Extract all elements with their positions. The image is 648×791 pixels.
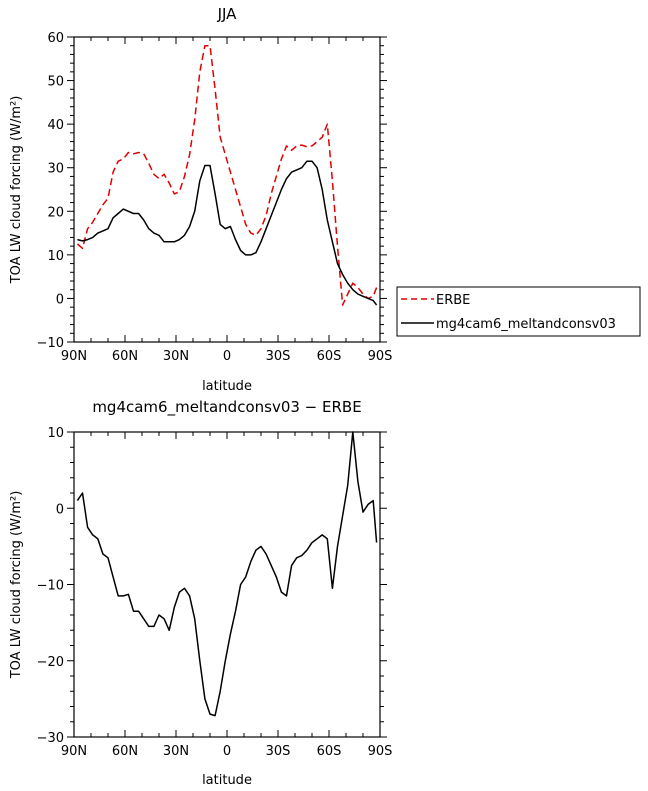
- top-chart-title: JJA: [217, 5, 238, 23]
- bottom-chart-y-tick-label: −30: [37, 731, 64, 746]
- top-chart-y-tick-label: 30: [47, 162, 64, 177]
- top-chart-panel: JJA 90N 60N 30N 0 30S 60S 90S−100102030405060 …: [9, 5, 392, 394]
- top-chart-y-tick-label: 0: [56, 292, 64, 307]
- bottom-chart-x-tick-label: 0: [223, 744, 231, 759]
- bottom-chart-x-tick-label: 90S: [368, 744, 393, 759]
- top-chart-series-line-1: [76, 44, 378, 306]
- legend-label-model: mg4cam6_meltandconsv03: [436, 317, 616, 332]
- bottom-chart-x-tick-label: 60N: [112, 744, 138, 759]
- bottom-chart-x-tick-label: 30N: [163, 744, 189, 759]
- bottom-chart-panel: mg4cam6_meltandconsv03 − ERBE 90N 60N 30N 0…: [9, 398, 392, 788]
- bottom-chart-x-tick-label: 60S: [317, 744, 342, 759]
- bottom-chart-x-tick-label: 90N: [61, 744, 87, 759]
- top-chart-plot-frame: [73, 36, 381, 343]
- bottom-chart-x-axis-title: latitude: [202, 773, 252, 788]
- top-chart-x-tick-label: 90S: [368, 349, 393, 364]
- legend: ERBE mg4cam6_meltandconsv03: [396, 286, 641, 337]
- top-chart-y-tick-label: 10: [47, 249, 64, 264]
- top-chart-ticks-layer: 90N 60N 30N 0 30S 60S 90S −10 0 10 20 30 40 50 60: [37, 31, 393, 364]
- top-chart-x-tick-label: 30N: [163, 349, 189, 364]
- top-chart-y-tick-label: 60: [47, 31, 64, 46]
- bottom-chart-y-tick-label: −10: [37, 579, 64, 594]
- top-chart-y-tick-label: 20: [47, 205, 64, 220]
- top-chart-series-layer: [76, 44, 378, 306]
- bottom-chart-series-line-1: [76, 431, 378, 717]
- top-chart-x-tick-label: 0: [223, 349, 231, 364]
- legend-box: [396, 286, 641, 337]
- top-chart-x-tick-label: 30S: [266, 349, 291, 364]
- bottom-chart-y-tick-label: 0: [56, 502, 64, 517]
- bottom-chart-title: mg4cam6_meltandconsv03 − ERBE: [92, 398, 361, 417]
- top-chart-series-line-2: [77, 160, 378, 306]
- bottom-chart-x-tick-label: 30S: [266, 744, 291, 759]
- top-chart-y-axis-title: TOA LW cloud forcing (W/m²): [9, 96, 24, 285]
- top-chart-y-tick-label: −10: [37, 336, 64, 351]
- bottom-chart-plot-frame: [73, 431, 381, 738]
- top-chart-x-tick-label: 60N: [112, 349, 138, 364]
- legend-label-erbe: ERBE: [436, 293, 470, 308]
- top-chart-x-axis-title: latitude: [202, 379, 252, 394]
- top-chart-x-tick-label: 60S: [317, 349, 342, 364]
- bottom-chart-series-layer: [76, 431, 378, 717]
- bottom-chart-y-axis-title: TOA LW cloud forcing (W/m²): [9, 491, 24, 680]
- top-chart-y-tick-label: 40: [47, 118, 64, 133]
- top-chart-x-tick-label: 90N: [61, 349, 87, 364]
- top-chart-y-tick-label: 50: [47, 75, 64, 90]
- bottom-chart-ticks-layer: 90N 60N 30N 0 30S 60S 90S −30 −20 −10 0 10: [37, 426, 393, 759]
- bottom-chart-y-tick-label: −20: [37, 655, 64, 670]
- bottom-chart-y-tick-label: 10: [47, 426, 64, 441]
